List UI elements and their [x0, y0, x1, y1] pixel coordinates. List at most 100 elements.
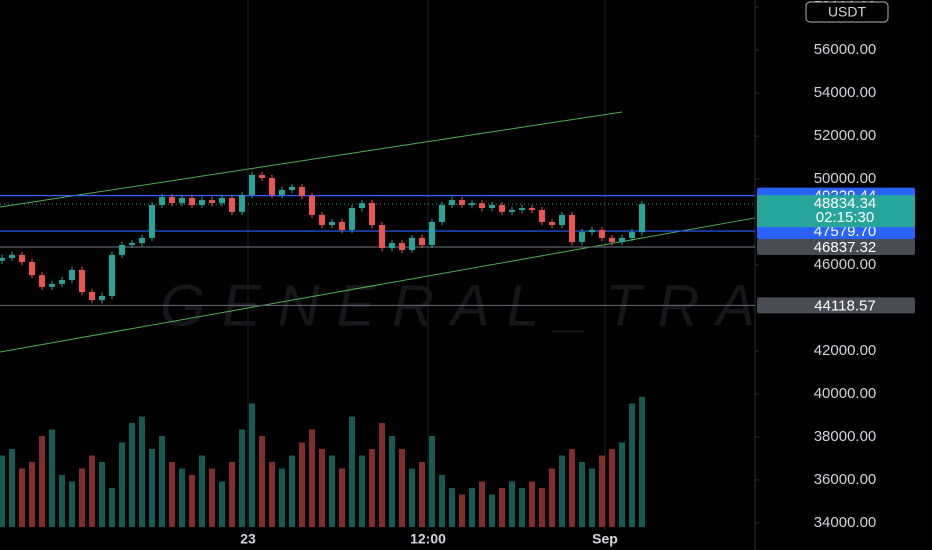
- volume-bar: [109, 488, 115, 527]
- y-tick-label: 40000.00: [814, 385, 877, 402]
- candle-body: [609, 237, 615, 243]
- candle-body: [319, 214, 325, 226]
- candle-body: [539, 209, 545, 223]
- candle-body: [599, 229, 605, 238]
- candle-body: [369, 203, 375, 226]
- candle-body: [449, 200, 455, 206]
- volume-bar: [159, 436, 165, 527]
- volume-bar: [419, 462, 425, 527]
- volume-bar: [239, 429, 245, 527]
- volume-bar: [589, 468, 595, 527]
- x-tick-label: Sep: [592, 531, 618, 547]
- volume-bar: [369, 449, 375, 527]
- volume-bar: [139, 416, 145, 527]
- y-tick-label: 36000.00: [814, 471, 877, 488]
- volume-bar: [119, 442, 125, 527]
- volume-bar: [499, 488, 505, 527]
- candle-body: [339, 222, 345, 230]
- volume-bar: [459, 494, 465, 527]
- volume-bar: [509, 481, 515, 527]
- level-label-box: [757, 239, 915, 256]
- candle-body: [9, 254, 15, 258]
- volume-bar: [639, 397, 645, 527]
- candle-body: [209, 200, 215, 204]
- volume-bar: [519, 488, 525, 527]
- candle-body: [289, 186, 295, 190]
- candle-body: [379, 225, 385, 249]
- candle-body: [529, 208, 535, 210]
- candle-body: [389, 243, 395, 249]
- candle-body: [549, 222, 555, 226]
- level-label: 47579.70: [814, 223, 877, 240]
- volume-bar: [169, 462, 175, 527]
- candle-body: [29, 261, 35, 276]
- candle-body: [439, 205, 445, 223]
- candle-body: [579, 232, 585, 243]
- candle-body: [629, 232, 635, 238]
- volume-bar: [409, 468, 415, 527]
- volume-bar: [249, 403, 255, 527]
- volume-bar: [199, 455, 205, 527]
- volume-bar: [19, 468, 25, 527]
- y-tick-label: 52000.00: [814, 127, 877, 144]
- volume-bar: [219, 481, 225, 527]
- candle-body: [159, 197, 165, 206]
- volume-bar: [559, 455, 565, 527]
- volume-bar: [9, 449, 15, 527]
- level-label: 46837.32: [814, 239, 877, 256]
- volume-bar: [279, 468, 285, 527]
- y-tick-label: 54000.00: [814, 84, 877, 101]
- candle-body: [569, 214, 575, 243]
- candle-body: [119, 245, 125, 255]
- candle-body: [559, 214, 565, 226]
- candle-body: [409, 237, 415, 250]
- volume-bar: [349, 416, 355, 527]
- volume-bar: [449, 488, 455, 527]
- candle-body: [19, 254, 25, 262]
- candle-body: [199, 200, 205, 206]
- candle-body: [219, 197, 225, 204]
- currency-label: USDT: [828, 4, 867, 20]
- candle-body: [99, 295, 105, 301]
- y-tick-label: 46000.00: [814, 256, 877, 273]
- volume-bar: [129, 423, 135, 527]
- candle-body: [249, 174, 255, 195]
- countdown-label: 02:15:30: [816, 209, 874, 226]
- volume-bar: [619, 442, 625, 527]
- candle-body: [129, 243, 135, 246]
- volume-bar: [59, 475, 65, 527]
- candle-body: [639, 204, 645, 233]
- volume-bar: [79, 468, 85, 527]
- volume-bar: [569, 449, 575, 527]
- candle-body: [509, 209, 515, 212]
- trendline: [0, 217, 756, 353]
- volume-bar: [599, 455, 605, 527]
- candle-body: [329, 222, 335, 226]
- candle-body: [229, 197, 235, 212]
- candle-body: [429, 222, 435, 246]
- volume-bar: [529, 481, 535, 527]
- volume-bar: [189, 475, 195, 527]
- volume-bar: [299, 442, 305, 527]
- candle-body: [489, 205, 495, 209]
- candle-body: [519, 208, 525, 210]
- candle-body: [69, 269, 75, 281]
- volume-bar: [69, 481, 75, 527]
- candle-body: [359, 203, 365, 209]
- volume-bar: [209, 468, 215, 527]
- volume-bar: [269, 462, 275, 527]
- volume-bar: [439, 475, 445, 527]
- volume-bar: [549, 468, 555, 527]
- volume-bar: [539, 488, 545, 527]
- candle-body: [309, 196, 315, 215]
- candle-body: [79, 269, 85, 293]
- candle-body: [59, 280, 65, 284]
- volume-bar: [149, 449, 155, 527]
- volume-bar: [399, 449, 405, 527]
- volume-bar: [89, 455, 95, 527]
- level-label-box: [757, 297, 915, 314]
- volume-bar: [359, 455, 365, 527]
